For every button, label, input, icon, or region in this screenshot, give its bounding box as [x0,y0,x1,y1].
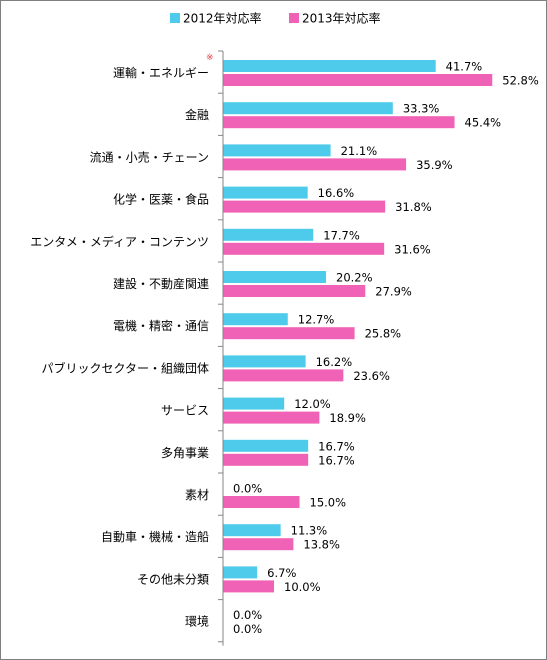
legend-label-2: 2013年対応率 [302,11,381,26]
value-label-series-2: 13.8% [303,538,340,552]
bar-series-1 [223,397,285,410]
bar-series-2 [223,242,385,255]
bar-series-2 [223,285,366,297]
legend-label-1: 2012年対応率 [183,11,262,26]
legend-swatch-1 [170,13,180,23]
bar-series-1 [223,102,393,115]
value-label-series-1: 17.7% [323,228,360,242]
value-labels: 41.7% 52.8% 33.3% 45.4% 21.1% 35.9% 16.6% 31.8%… [233,60,539,637]
category-label: 建設・不動産関連 [113,276,209,291]
bar-series-2 [223,200,386,213]
bar-series-1 [223,271,327,283]
legend-swatch-2 [289,13,299,23]
bar-series-1 [223,186,308,199]
value-label-series-2: 16.7% [318,453,355,467]
bar-series-2 [223,496,300,508]
bar-series-2 [223,158,407,171]
bar-series-2 [223,369,344,382]
category-label: サービス [161,404,209,418]
value-label-series-2: 31.6% [394,242,431,256]
value-label-series-2: 23.6% [353,369,390,383]
value-label-series-2: 35.9% [416,158,453,172]
value-label-series-1: 41.7% [446,60,483,74]
bars [223,60,493,593]
category-label: パブリックセクター・組織団体 [41,360,209,375]
value-label-series-1: 20.2% [336,271,373,285]
bar-series-2 [223,116,455,129]
value-label-series-1: 0.0% [233,482,262,496]
bar-series-1 [223,355,306,368]
value-label-series-1: 33.3% [403,102,440,116]
value-label-series-2: 31.8% [395,200,432,214]
value-label-series-1: 0.0% [233,608,262,622]
axis [218,50,224,646]
category-label: 素材 [185,488,209,502]
category-label: 金融 [185,107,209,122]
bar-series-2 [223,580,274,593]
bar-series-2 [223,538,294,551]
bar-series-1 [223,439,309,452]
value-label-series-2: 52.8% [502,74,539,88]
category-label: 自動車・機械・造船 [101,529,209,544]
value-label-series-2: 18.9% [329,411,366,425]
category-label: 運輸・エネルギー [113,65,209,80]
value-label-series-1: 11.3% [291,524,328,538]
annotation-mark: ※ [206,53,214,63]
category-label: 環境 [185,614,209,629]
bar-series-2 [223,327,355,340]
value-label-series-2: 0.0% [233,622,262,636]
value-label-series-1: 21.1% [341,144,378,158]
value-label-series-1: 12.7% [298,313,335,327]
value-label-series-1: 16.6% [318,186,355,200]
category-label: 多角事業 [161,446,209,460]
bar-series-1 [223,566,258,579]
bar-series-2 [223,411,320,424]
bar-series-1 [223,144,331,157]
bar-series-2 [223,74,493,86]
value-label-series-1: 16.7% [318,439,355,453]
value-label-series-1: 12.0% [294,397,331,411]
category-label: 流通・小売・チェーン [90,149,209,164]
value-label-series-2: 10.0% [284,580,321,594]
value-label-series-1: 16.2% [316,355,353,369]
bar-series-1 [223,60,436,72]
category-label: エンタメ・メディア・コンテンツ [30,234,209,249]
value-label-series-2: 15.0% [310,496,347,510]
value-label-series-2: 27.9% [375,285,412,299]
bar-series-1 [223,313,288,326]
category-label: 電機・精密・通信 [113,318,209,333]
bar-series-2 [223,453,309,466]
bar-series-1 [223,228,314,241]
value-label-series-2: 25.8% [365,327,402,341]
legend: 2012年対応率 2013年対応率 [170,11,381,26]
value-label-series-1: 6.7% [267,566,296,580]
category-label: 化学・医薬・食品 [113,192,209,207]
category-label: その他未分類 [137,572,209,586]
value-label-series-2: 45.4% [465,116,502,130]
category-labels: 運輸・エネルギー金融流通・小売・チェーン化学・医薬・食品エンタメ・メディア・コン… [30,53,213,629]
bar-series-1 [223,524,281,537]
